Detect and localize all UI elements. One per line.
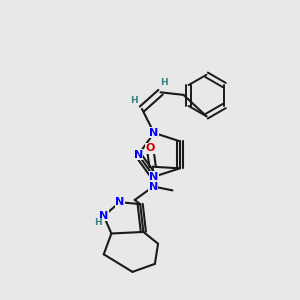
Text: H: H: [160, 78, 168, 87]
Text: N: N: [149, 172, 159, 182]
Text: H: H: [94, 218, 102, 227]
Text: N: N: [134, 150, 143, 160]
Text: N: N: [115, 197, 124, 207]
Text: H: H: [130, 97, 138, 106]
Text: N: N: [149, 182, 158, 191]
Text: O: O: [146, 143, 155, 153]
Text: N: N: [149, 128, 159, 138]
Text: N: N: [99, 211, 108, 221]
